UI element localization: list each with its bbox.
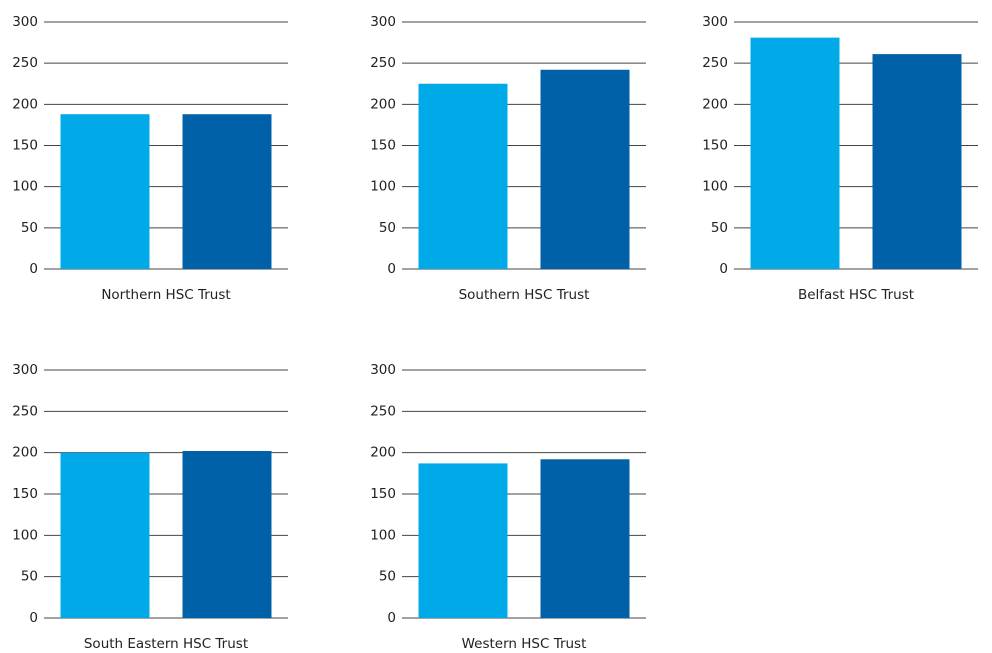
chart-title: Southern HSC Trust [459,287,590,303]
y-tick-label: 100 [370,179,396,195]
chart-title: Belfast HSC Trust [798,287,914,303]
y-tick-label: 150 [370,486,396,502]
bar [418,83,508,269]
y-tick-label: 200 [370,445,396,461]
y-tick-label: 250 [370,403,396,419]
y-tick-label: 200 [370,96,396,112]
y-tick-label: 200 [12,96,38,112]
chart-title: Northern HSC Trust [101,287,230,303]
y-tick-label: 300 [370,362,396,378]
bar [872,54,962,269]
chart-title: South Eastern HSC Trust [84,636,248,652]
y-tick-label: 150 [12,138,38,154]
y-tick-label: 250 [12,403,38,419]
bar [182,114,272,269]
y-tick-label: 250 [12,55,38,71]
bar [540,459,630,618]
y-tick-label: 100 [12,179,38,195]
y-tick-label: 0 [719,261,728,277]
y-tick-label: 100 [702,179,728,195]
y-tick-label: 50 [379,569,396,585]
y-tick-label: 200 [12,445,38,461]
y-tick-label: 0 [29,610,38,626]
chart-title: Western HSC Trust [462,636,587,652]
bar [182,451,272,618]
y-tick-label: 100 [370,527,396,543]
bar [60,114,150,269]
y-tick-label: 200 [702,96,728,112]
y-tick-label: 300 [12,362,38,378]
y-tick-label: 300 [12,14,38,30]
bar [750,37,840,269]
y-tick-label: 150 [702,138,728,154]
bar [540,69,630,270]
y-tick-label: 150 [370,138,396,154]
y-tick-label: 300 [702,14,728,30]
y-tick-label: 300 [370,14,396,30]
y-tick-label: 250 [370,55,396,71]
y-tick-label: 150 [12,486,38,502]
y-tick-label: 50 [21,220,38,236]
y-tick-label: 0 [387,610,396,626]
bar [60,452,150,618]
y-tick-label: 50 [379,220,396,236]
y-tick-label: 0 [29,261,38,277]
bar [418,463,508,618]
y-tick-label: 50 [711,220,728,236]
y-tick-label: 250 [702,55,728,71]
y-tick-label: 100 [12,527,38,543]
y-tick-label: 50 [21,569,38,585]
y-tick-label: 0 [387,261,396,277]
